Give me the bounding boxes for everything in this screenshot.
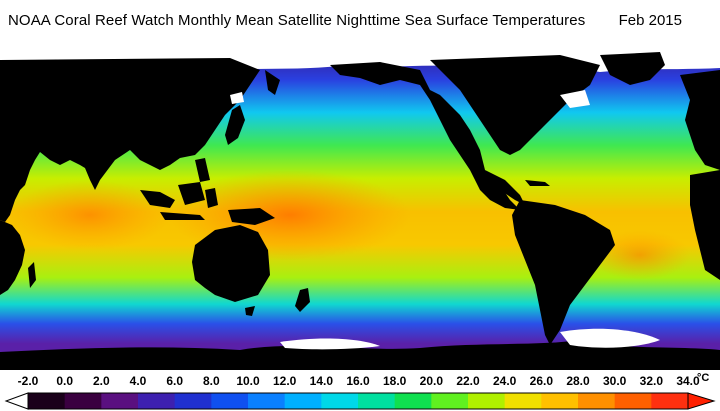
- antarctica: [0, 340, 720, 370]
- okhotsk-ice: [230, 92, 244, 104]
- legend-tick-label: 26.0: [529, 374, 554, 388]
- legend-tick-label: 16.0: [346, 374, 370, 388]
- legend-color-swatch: [504, 393, 542, 409]
- tasmania: [245, 306, 255, 316]
- legend-tick-label: 18.0: [382, 374, 407, 388]
- legend-min-arrow: [4, 392, 29, 410]
- legend-tick-label: 6.0: [166, 374, 183, 388]
- legend-tick-label: 12.0: [272, 374, 297, 388]
- australia: [192, 225, 270, 302]
- legend-tick-label: 28.0: [566, 374, 590, 388]
- madagascar: [28, 262, 36, 288]
- borneo: [178, 182, 205, 205]
- legend-color-swatch: [431, 393, 469, 409]
- europe-right-edge: [680, 70, 720, 170]
- legend-tick-label: 14.0: [309, 374, 334, 388]
- legend-tick-label: 20.0: [419, 374, 444, 388]
- sst-map: [0, 40, 720, 370]
- new-guinea: [228, 208, 275, 225]
- legend-tick-label: -2.0: [17, 374, 39, 388]
- legend-color-swatch: [138, 393, 176, 409]
- legend-color-swatch: [64, 393, 102, 409]
- south-atlantic-warm-area: [590, 230, 690, 280]
- kamchatka: [265, 70, 280, 95]
- legend-tick-label: 30.0: [602, 374, 627, 388]
- title-bar: NOAA Coral Reef Watch Monthly Mean Satel…: [0, 0, 720, 40]
- legend-color-swatch: [321, 393, 359, 409]
- north-america-east: [430, 55, 600, 155]
- legend-tick-label: 4.0: [129, 374, 147, 388]
- weddell-sea-ice: [560, 328, 660, 348]
- legend-tick-label: 22.0: [456, 374, 480, 388]
- map-date: Feb 2015: [618, 12, 682, 29]
- legend-color-swatch: [101, 393, 139, 409]
- central-america: [485, 170, 525, 205]
- legend-tick-label: 32.0: [639, 374, 664, 388]
- legend-color-swatch: [28, 393, 66, 409]
- legend-color-swatch: [468, 393, 506, 409]
- legend-color-swatch: [578, 393, 616, 409]
- indian-ocean-warm-area: [10, 180, 170, 250]
- new-zealand: [295, 288, 310, 312]
- color-legend: -2.0 0.0 2.0 4.0 6.0 8.0 10.0 12.0 14.0 16.0 18.0 2…: [0, 370, 720, 411]
- greenland: [600, 52, 665, 85]
- legend-color-swatch: [211, 393, 249, 409]
- legend-color-swatch: [541, 393, 579, 409]
- legend-max-arrow: [687, 392, 716, 410]
- legend-color-bar: [4, 392, 716, 410]
- java: [160, 212, 205, 220]
- eurasia-africa-landmass: [0, 58, 260, 222]
- legend-bar-outline: [27, 392, 689, 410]
- sst-map-svg: [0, 40, 720, 370]
- west-africa-right-edge: [690, 170, 720, 280]
- legend-color-swatch: [284, 393, 322, 409]
- north-america-west: [330, 62, 520, 210]
- sulawesi: [205, 188, 218, 208]
- legend-tick-label: 2.0: [92, 374, 110, 388]
- japan: [225, 105, 245, 145]
- sumatra: [140, 190, 175, 208]
- hudson-bay-ice: [560, 90, 590, 108]
- philippines: [195, 158, 210, 182]
- legend-color-swatch: [651, 393, 689, 409]
- ross-sea-ice: [280, 338, 380, 350]
- legend-tick-label: 0.0: [56, 374, 73, 388]
- legend-tick-labels: -2.0 0.0 2.0 4.0 6.0 8.0 10.0 12.0 14.0 16.0 18.0 2…: [0, 374, 720, 392]
- south-america: [512, 200, 615, 345]
- legend-tick-label: 10.0: [236, 374, 260, 388]
- legend-unit: °C: [697, 372, 710, 384]
- map-title: NOAA Coral Reef Watch Monthly Mean Satel…: [8, 12, 586, 29]
- legend-tick-label: 34.0: [676, 374, 700, 388]
- legend-color-swatch: [358, 393, 396, 409]
- legend-tick-label: 24.0: [492, 374, 517, 388]
- legend-color-swatch: [248, 393, 286, 409]
- legend-color-swatch: [174, 393, 212, 409]
- legend-tick-label: 8.0: [202, 374, 220, 388]
- cuba: [525, 180, 550, 186]
- legend-color-swatch: [614, 393, 652, 409]
- africa-landmass: [0, 220, 25, 295]
- legend-color-swatch: [394, 393, 432, 409]
